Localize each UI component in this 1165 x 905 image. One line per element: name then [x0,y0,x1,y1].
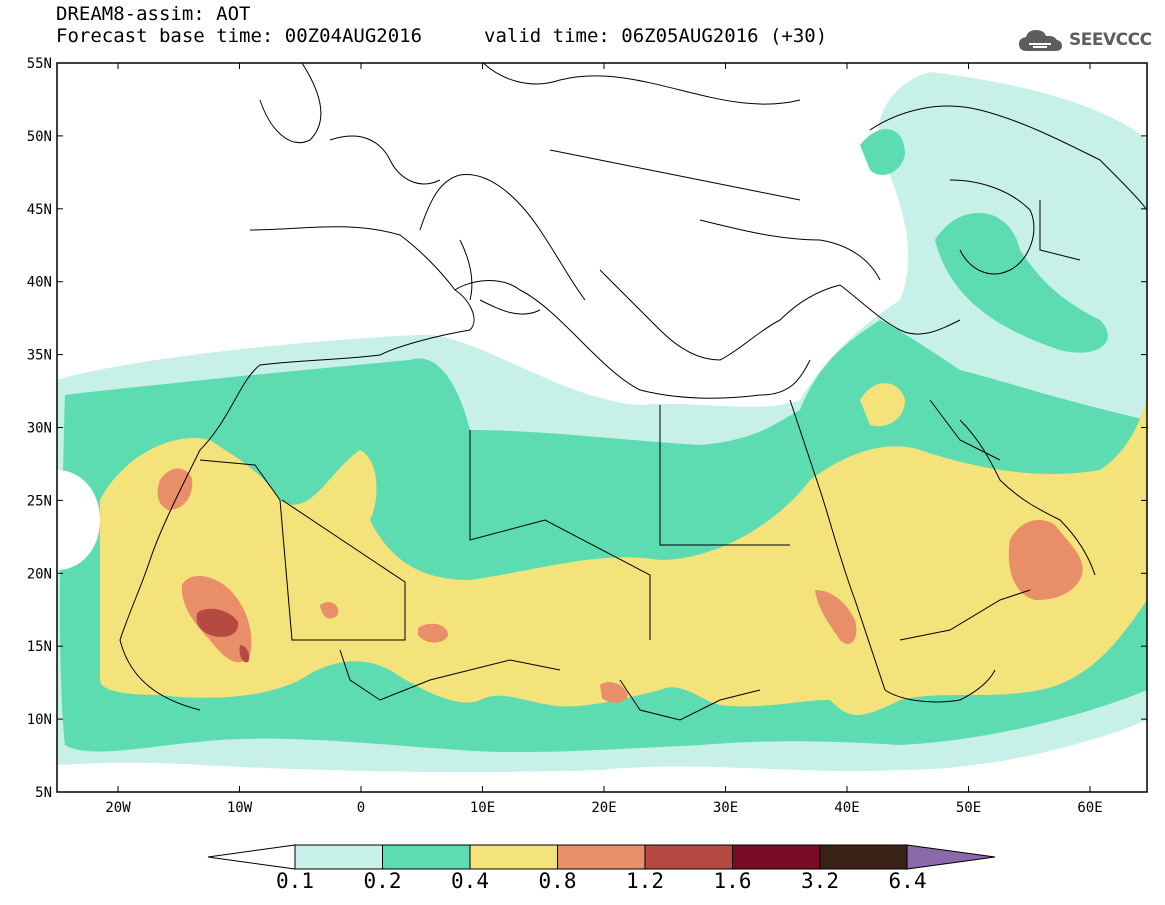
lat-tick-label: 5N [35,785,52,801]
colorbar-high-arrow [906,844,996,870]
lon-tick-label: 0 [357,800,365,816]
coastlines [119,63,1147,721]
lon-tick-label: 20E [591,800,616,816]
lat-tick-label: 50N [27,129,52,145]
logo-text: SEEVCCC [1069,30,1152,50]
lat-tick-label: 20N [27,566,52,582]
cloud-icon [1019,30,1062,51]
colorbar-threshold-label: 0.2 [363,869,402,893]
colorbar-threshold-label: 0.4 [451,869,489,893]
colorbar-threshold-label: 0.8 [538,869,577,893]
map-title: DREAM8-assim: AOT [56,3,251,25]
colorbar-segment [382,844,471,870]
lat-tick-label: 25N [27,493,52,509]
lat-tick-label: 40N [27,275,52,291]
colorbar-threshold-label: 1.6 [713,869,752,893]
colorbar-segment [732,844,821,870]
lon-tick-label: 50E [956,800,981,816]
lon-tick-label: 60E [1077,800,1102,816]
lon-tick-label: 10W [227,800,253,816]
lat-tick-label: 15N [27,639,52,655]
colorbar-threshold-label: 1.2 [626,869,664,893]
colorbar-threshold-label: 0.1 [276,869,314,893]
lat-tick-label: 10N [27,712,52,728]
map-area [57,63,1147,773]
colorbar-segment [294,844,383,870]
colorbar-threshold-label: 6.4 [888,869,927,893]
lat-tick-label: 55N [27,56,52,72]
colorbar-segment [644,844,733,870]
lon-tick-label: 10E [470,800,495,816]
aot-layer-0-4 [100,383,1147,715]
colorbar-segment [469,844,558,870]
aot-layer-1-2 [196,608,250,663]
lon-tick-label: 30E [713,800,738,816]
lon-tick-label: 20W [105,800,131,816]
colorbar-segment [819,844,908,870]
colorbar-low-arrow [207,844,296,870]
longitude-axis: 20W 10W 0 10E 20E 30E 40E 50E 60E [105,63,1103,816]
latitude-axis: 55N 50N 45N 40N 35N 30N 25N 20N 15N 10N 5N [27,56,1147,801]
lon-tick-label: 40E [834,800,859,816]
colorbar-segment [557,844,646,870]
lat-tick-label: 35N [27,348,52,364]
lat-tick-label: 30N [27,421,52,437]
aot-layer-0-8 [157,468,1083,703]
lat-tick-label: 45N [27,202,52,218]
seevccc-logo: SEEVCCC [1017,25,1152,55]
valid-time: valid time: 06Z05AUG2016 (+30) [484,25,828,47]
forecast-base-time: Forecast base time: 00Z04AUG2016 [56,25,423,47]
colorbar-threshold-label: 3.2 [801,869,839,893]
